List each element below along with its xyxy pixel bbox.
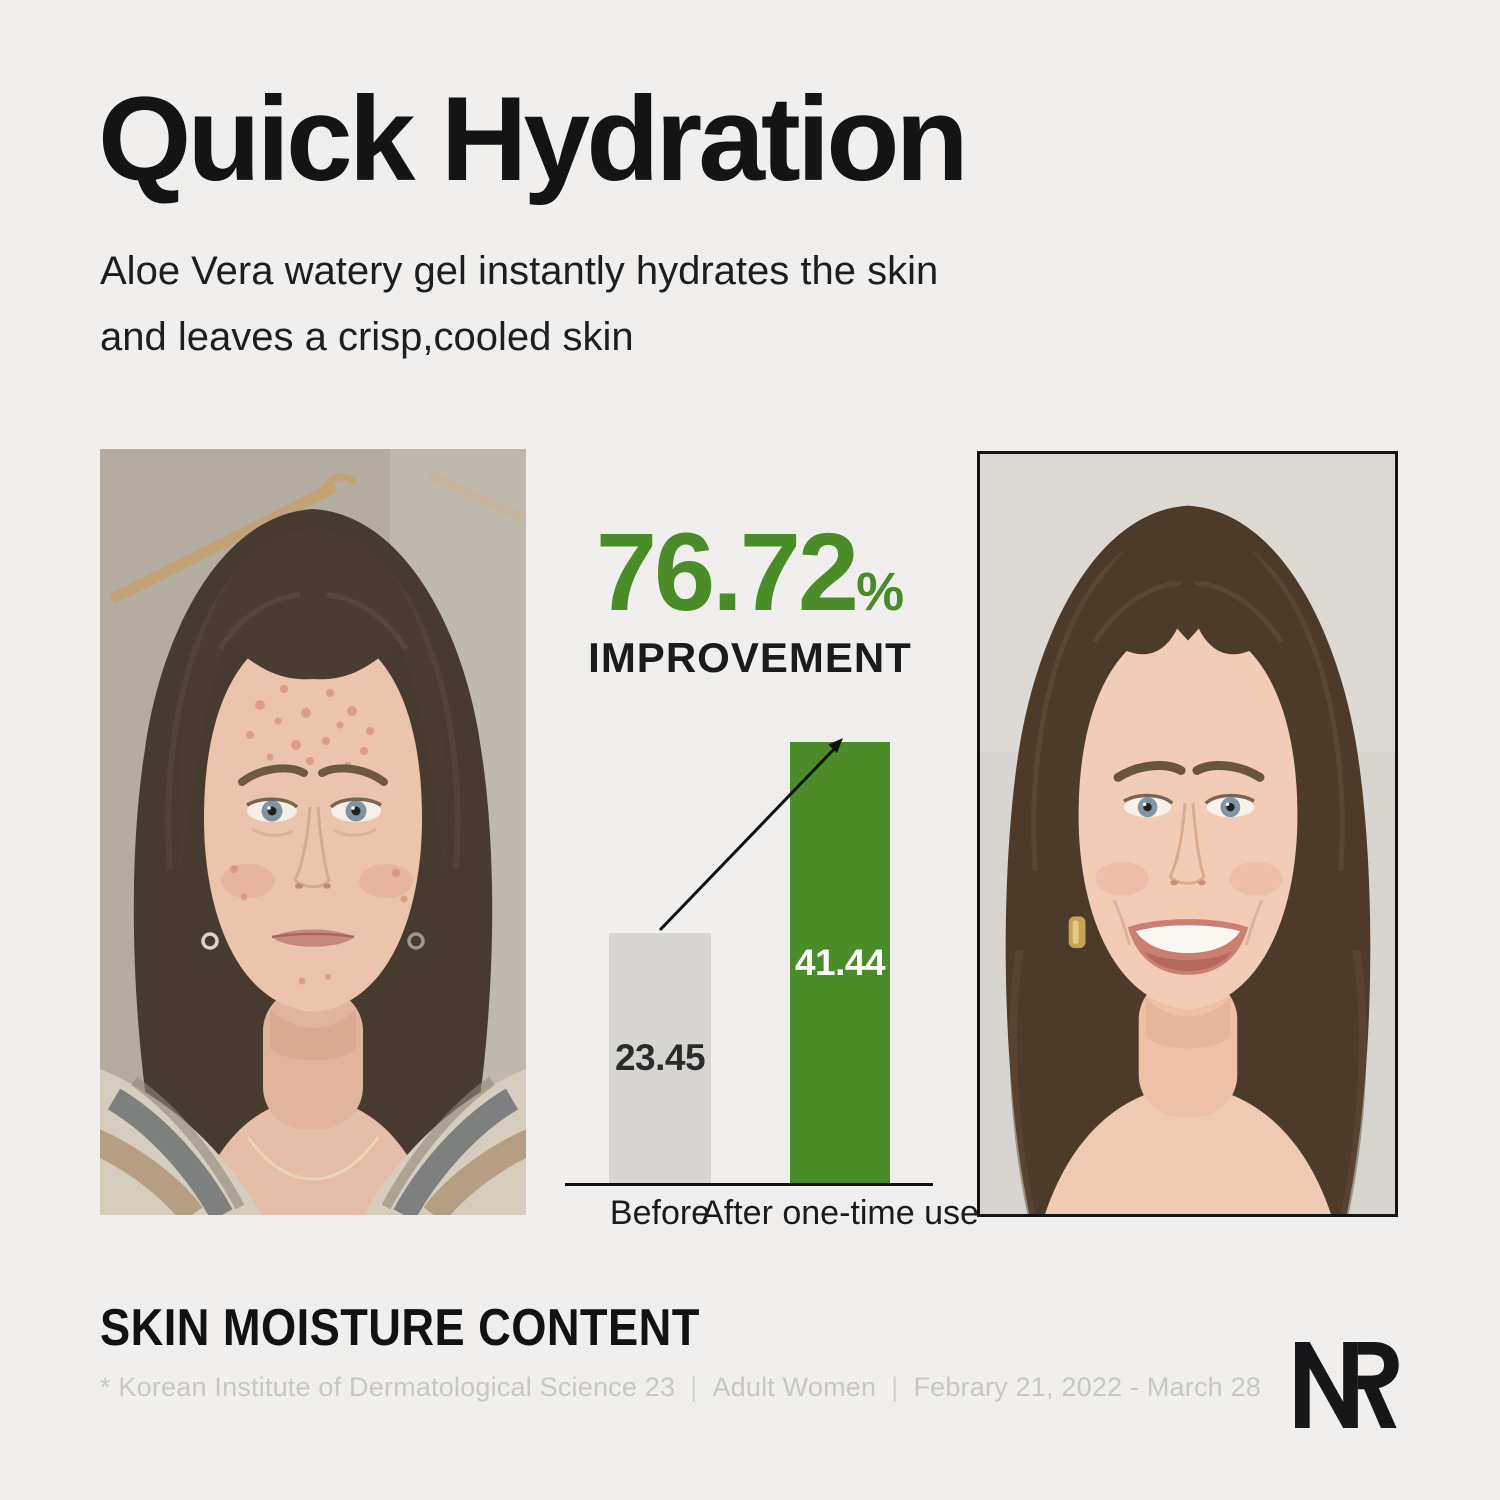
improvement-stat: 76.72% IMPROVEMENT [560,518,940,682]
nr-brand-logo [1295,1342,1405,1428]
percent-sign: % [856,562,905,622]
subtitle-line-1: Aloe Vera watery gel instantly hydrates … [100,249,939,293]
chart-axis-line [565,1183,933,1186]
axis-label-after: After one-time use [701,1194,979,1232]
before-photo [100,449,526,1215]
after-photo [977,451,1398,1217]
chart-bars: 23.45 41.44 [565,720,933,1183]
bar-after: 41.44 [790,742,890,1183]
footnote-source: * Korean Institute of Dermatological Sci… [100,1372,676,1402]
bar-before: 23.45 [609,933,711,1183]
after-photo-illustration [980,454,1395,1214]
stat-label: IMPROVEMENT [588,634,912,681]
main-title: Quick Hydration [98,72,969,206]
footnote-separator-1: | [690,1372,698,1402]
axis-label-before: Before [609,1194,711,1232]
before-photo-illustration [100,449,526,1215]
bar-before-value: 23.45 [614,1037,706,1078]
footnote: * Korean Institute of Dermatological Sci… [100,1372,1261,1403]
footnote-period: Febrary 21, 2022 - March 28 [913,1372,1262,1402]
subtitle-line-2: and leaves a crisp,cooled skin [100,315,634,359]
nr-logo-mark [1295,1342,1399,1428]
moisture-bar-chart: 23.45 41.44 [565,720,933,1183]
footnote-subjects: Adult Women [712,1372,877,1402]
subtitle: Aloe Vera watery gel instantly hydrates … [100,238,938,370]
footnote-separator-2: | [891,1372,899,1402]
stat-number: 76.72 [595,511,859,634]
bar-after-value: 41.44 [794,941,886,983]
stat-value: 76.72% [560,518,940,628]
section-heading: SKIN MOISTURE CONTENT [100,1299,700,1357]
